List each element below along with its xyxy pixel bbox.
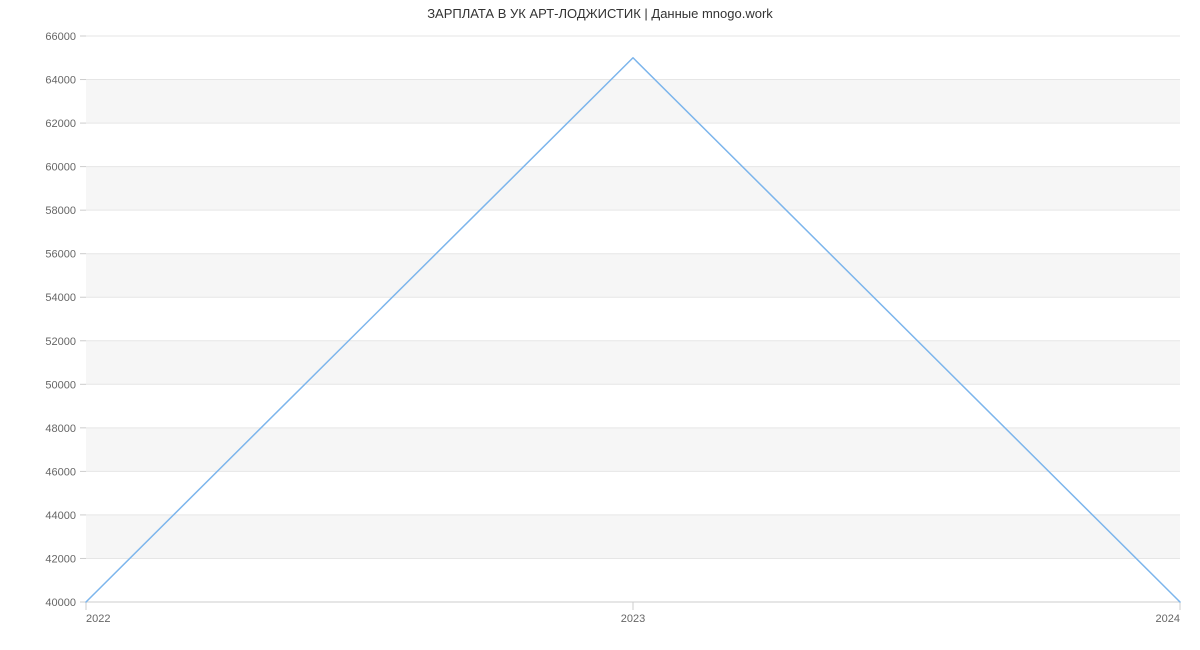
y-tick-label: 60000	[45, 162, 76, 174]
y-tick-label: 44000	[45, 510, 76, 522]
salary-line-chart: 40000 42000 44000 46000 48000 50000 52000 54000…	[0, 0, 1200, 650]
y-tick-label: 58000	[45, 205, 76, 217]
y-tick-label: 40000	[45, 597, 76, 609]
x-tick-label: 2022	[86, 613, 110, 625]
x-tick-label: 2023	[621, 613, 645, 625]
y-tick-label: 52000	[45, 336, 76, 348]
y-tick-label: 50000	[45, 379, 76, 391]
y-tick-label: 48000	[45, 423, 76, 435]
y-tick-label: 62000	[45, 118, 76, 130]
y-tick-label: 54000	[45, 292, 76, 304]
y-tick-label: 56000	[45, 249, 76, 261]
y-tick-label: 42000	[45, 553, 76, 565]
x-tick-label: 2024	[1156, 613, 1180, 625]
y-tick-label: 46000	[45, 466, 76, 478]
y-tick-label: 66000	[45, 31, 76, 43]
chart-title: ЗАРПЛАТА В УК АРТ-ЛОДЖИСТИК | Данные mno…	[0, 6, 1200, 21]
y-tick-label: 64000	[45, 75, 76, 87]
